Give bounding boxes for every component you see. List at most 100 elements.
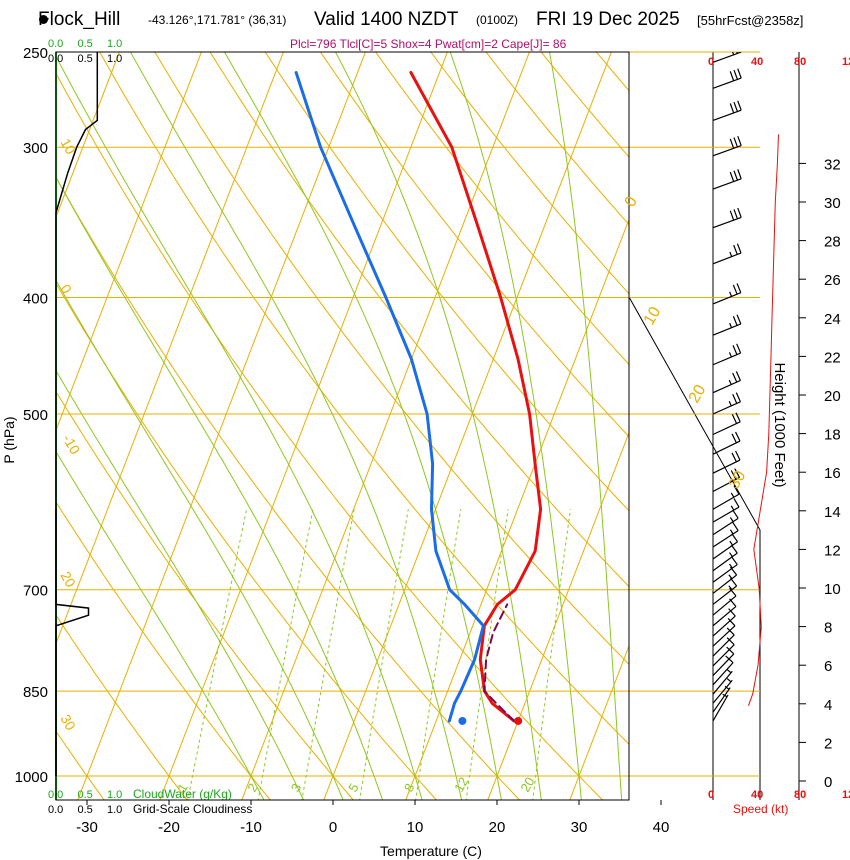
cloud-water-label: CloudWater (g/Kg) xyxy=(133,787,232,801)
barb-staff xyxy=(712,694,729,722)
wind-barb xyxy=(712,283,742,305)
isotherm-label: 10 xyxy=(57,136,79,158)
wind-barbs xyxy=(712,52,742,722)
cloud-water-tick-top: 0.0 xyxy=(48,38,63,50)
barb-feather xyxy=(728,608,736,617)
mixing-ratio-label: 20 xyxy=(517,774,537,794)
station-name: Flock_Hill xyxy=(38,9,121,30)
barb-feather xyxy=(730,544,738,554)
barb-half-feather xyxy=(726,669,732,674)
isotherm-line xyxy=(405,218,629,800)
height-tick-label: 2 xyxy=(824,735,832,752)
cloud-water-tick-top: 1.0 xyxy=(107,38,122,50)
height-tick-label: 8 xyxy=(824,620,832,637)
dry-adiabat-line xyxy=(319,52,629,438)
barb-half-feather xyxy=(724,685,730,690)
wind-barb xyxy=(712,371,741,394)
barb-staff xyxy=(712,552,738,572)
barb-feather xyxy=(737,169,742,179)
barb-feather xyxy=(737,207,742,218)
speed-tick-bottom: 40 xyxy=(751,789,763,801)
barb-staff xyxy=(712,634,735,657)
isotherm-label-right: 0 xyxy=(622,194,641,210)
mixing-ratio-line xyxy=(359,509,409,800)
barb-feather xyxy=(732,52,735,56)
barb-feather xyxy=(726,637,735,646)
barb-feather xyxy=(737,135,742,146)
speed-tick-top: 40 xyxy=(751,56,763,68)
height-tick-label: 12 xyxy=(824,542,841,559)
moist-adiabat-line xyxy=(56,55,423,800)
temp-tick-label: 30 xyxy=(571,819,588,836)
pressure-tick-label: 700 xyxy=(23,583,48,600)
barb-staff xyxy=(712,679,733,704)
height-tick-label: 32 xyxy=(824,156,841,173)
barb-staff xyxy=(712,625,736,647)
barb-feather xyxy=(737,68,742,79)
barb-half-feather xyxy=(728,379,732,385)
isotherm-line xyxy=(569,644,629,800)
speed-tick-top: 0 xyxy=(708,56,714,68)
height-tick-label: 28 xyxy=(824,234,841,251)
barb-feather xyxy=(726,646,735,655)
dry-adiabat-line xyxy=(56,72,604,800)
barb-feather xyxy=(729,103,735,114)
wind-barb xyxy=(712,412,741,436)
isotherm-line xyxy=(323,52,612,800)
moist-adiabat-line xyxy=(56,450,265,800)
parcel-line xyxy=(483,603,516,722)
mixing-ratio-line xyxy=(415,509,462,800)
wind-barb xyxy=(712,169,742,190)
isotherm-grid xyxy=(56,52,629,800)
isotherm-label: -10 xyxy=(59,432,83,458)
surface-temperature-point xyxy=(514,716,523,725)
barb-half-feather xyxy=(728,574,733,580)
barb-feather xyxy=(730,556,738,565)
barb-feather xyxy=(735,371,741,381)
dry-adiabat-grid xyxy=(56,52,629,800)
valid-time: Valid 1400 NZDT xyxy=(314,9,459,30)
barb-feather xyxy=(736,283,742,293)
dry-adiabat-line xyxy=(485,52,629,226)
height-axis-label: Height (1000 Feet) xyxy=(771,362,788,487)
barb-half-feather xyxy=(726,678,732,683)
mixing-ratio-line xyxy=(187,509,248,800)
barb-staff xyxy=(712,564,738,583)
wind-barb xyxy=(712,509,739,536)
height-tick-label: 4 xyxy=(824,697,832,714)
barb-feather xyxy=(729,587,737,597)
barb-feather xyxy=(732,345,738,355)
barb-feather xyxy=(732,315,738,326)
wind-barb xyxy=(712,646,735,676)
barb-feather xyxy=(729,71,735,81)
barb-half-feather xyxy=(729,529,734,535)
sounding-params: Plcl=796 Tlcl[C]=5 Shox=4 Pwat[cm]=2 Cap… xyxy=(290,37,567,51)
barb-feather xyxy=(731,533,739,543)
barb-half-feather xyxy=(728,563,733,569)
moist-adiabat-line xyxy=(449,52,582,800)
moist-adiabat-line xyxy=(56,176,384,800)
barb-staff xyxy=(712,585,738,605)
barb-staff xyxy=(712,459,741,474)
barb-staff xyxy=(712,670,733,695)
speed-profile-line xyxy=(747,134,779,706)
barb-staff xyxy=(712,662,734,686)
barb-half-feather xyxy=(729,517,734,522)
barb-staff xyxy=(712,653,735,676)
speed-axis-label: Speed (kt) xyxy=(733,802,788,816)
mixing-ratio-line xyxy=(301,509,355,800)
isotherm-label-right: 20 xyxy=(686,382,710,406)
barb-staff xyxy=(712,506,740,523)
barb-staff xyxy=(712,476,740,493)
barb-half-feather xyxy=(730,505,735,511)
barb-staff xyxy=(712,145,742,157)
dry-adiabat-line xyxy=(264,52,629,512)
dry-adiabat-line xyxy=(56,614,188,800)
wind-barb xyxy=(712,135,742,157)
barb-feather xyxy=(731,452,737,463)
barb-feather xyxy=(733,170,738,181)
barb-feather xyxy=(733,209,738,220)
dewpoint-line xyxy=(294,71,485,723)
wind-barb xyxy=(712,450,741,474)
